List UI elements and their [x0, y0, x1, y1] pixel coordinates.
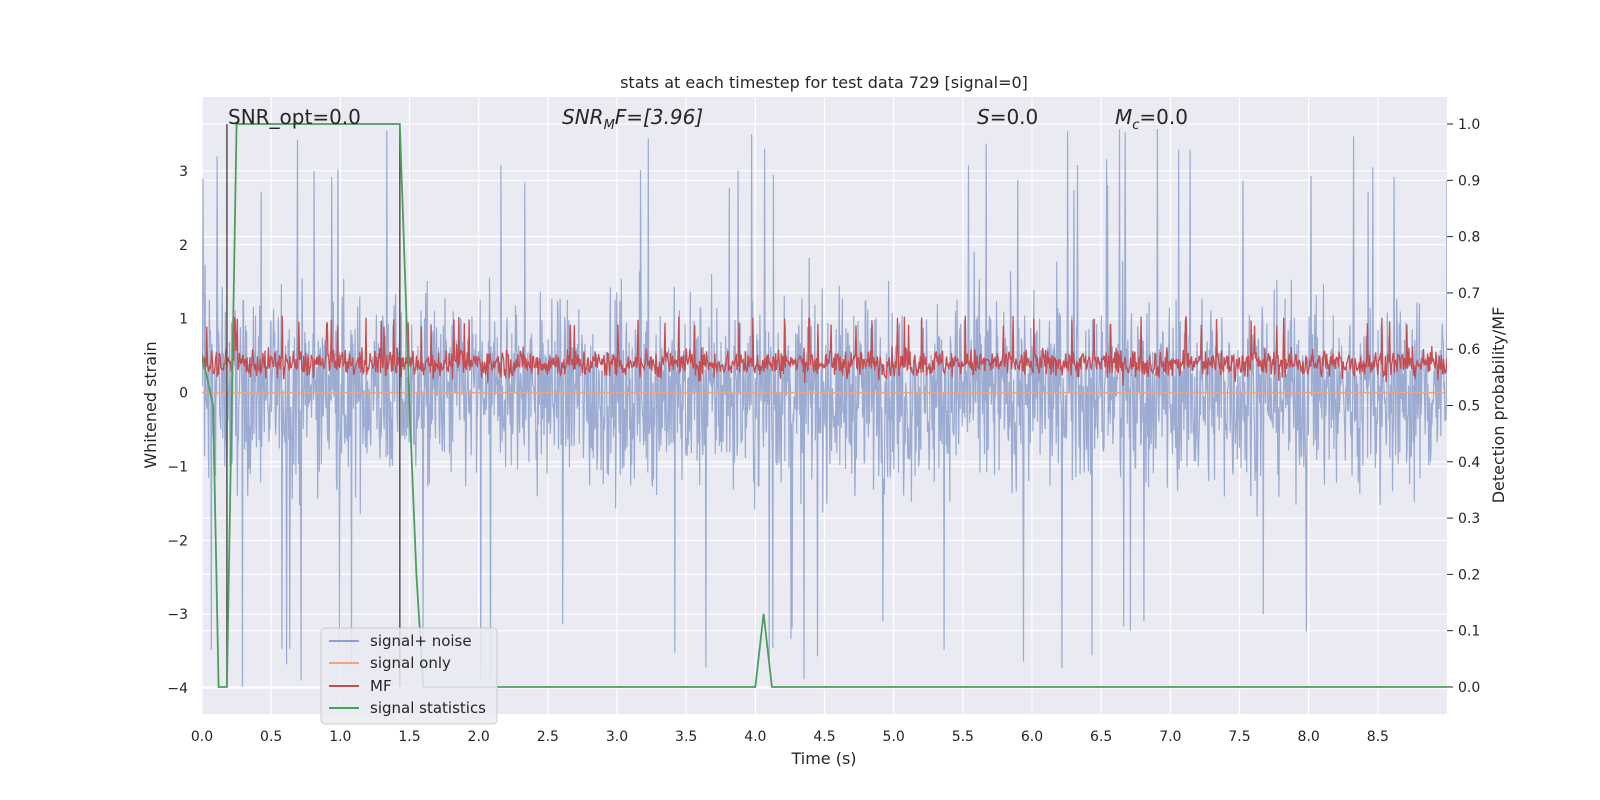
legend-item-signal-noise: signal+ noise	[329, 632, 472, 650]
y-left-tick-label: −2	[167, 533, 188, 549]
x-tick-label: 3.5	[675, 729, 697, 745]
chart-title: stats at each timestep for test data 729…	[620, 73, 1028, 92]
series-mf	[202, 315, 1447, 386]
x-tick-label: 2.0	[468, 729, 490, 745]
legend-item-mf: MF	[329, 677, 392, 695]
legend-item-signal-statistics: signal statistics	[329, 699, 486, 717]
y-right-tick-label: 0.5	[1458, 399, 1480, 415]
y-right-tick-label: 0.8	[1458, 230, 1480, 246]
annotation-snr-mf: SNRMF=[3.96]	[562, 105, 703, 133]
x-tick-label: 8.0	[1298, 729, 1320, 745]
y-right-tick-labels: 1.0 0.9 0.8 0.7 0.6 0.5 0.4 0.3 0.2 0.1 0.0	[1447, 117, 1480, 696]
x-tick-label: 5.0	[883, 729, 905, 745]
y-right-tick-label: 0.7	[1458, 286, 1480, 302]
legend-label: signal statistics	[370, 699, 486, 717]
x-axis-label: Time (s)	[790, 749, 856, 768]
y-right-tick-label: 0.1	[1458, 624, 1480, 640]
annotation-s: S=0.0	[977, 105, 1038, 129]
legend-label: MF	[370, 677, 392, 695]
y-right-tick-label: 0.9	[1458, 173, 1480, 189]
x-tick-label: 0.0	[191, 729, 213, 745]
x-tick-label: 7.5	[1228, 729, 1250, 745]
legend-label: signal only	[370, 654, 451, 672]
y-right-tick-label: 0.0	[1458, 680, 1480, 696]
x-tick-labels: 0.0 0.5 1.0 1.5 2.0 2.5 3.0 3.5 4.0 4.5 5.0 5.5 6.0 6…	[191, 729, 1389, 745]
legend-item-signal-only: signal only	[329, 654, 451, 672]
legend: signal+ noise signal only MF signal stat…	[320, 627, 498, 725]
y-left-tick-label: 2	[179, 238, 188, 254]
y-left-tick-label: −1	[167, 459, 188, 475]
x-tick-label: 6.5	[1090, 729, 1112, 745]
y-axis-label-left: Whitened strain	[141, 341, 160, 468]
x-tick-label: 7.0	[1159, 729, 1181, 745]
marker-lines	[226, 124, 401, 687]
x-tick-label: 6.0	[1021, 729, 1043, 745]
x-tick-label: 0.5	[260, 729, 282, 745]
y-left-tick-labels: 3 2 1 0 −1 −2 −3 −4	[167, 164, 188, 697]
y-right-tick-label: 1.0	[1458, 117, 1480, 133]
y-right-tick-label: 0.3	[1458, 511, 1480, 527]
x-tick-label: 8.5	[1367, 729, 1389, 745]
x-tick-label: 5.5	[952, 729, 974, 745]
series-signal-statistics	[202, 123, 1447, 688]
y-left-tick-label: 3	[179, 164, 188, 180]
x-tick-label: 2.5	[537, 729, 559, 745]
y-left-tick-label: −4	[167, 681, 188, 697]
legend-box	[320, 627, 498, 725]
x-tick-label: 1.0	[329, 729, 351, 745]
y-right-tick-label: 0.4	[1458, 455, 1480, 471]
x-tick-label: 4.5	[813, 729, 835, 745]
y-left-tick-label: 1	[179, 312, 188, 328]
y-right-tick-label: 0.2	[1458, 567, 1480, 583]
y-axis-label-right: Detection probability/MF	[1489, 307, 1508, 504]
y-left-tick-label: 0	[179, 386, 188, 402]
legend-label: signal+ noise	[370, 632, 472, 650]
x-tick-label: 1.5	[398, 729, 420, 745]
x-tick-label: 3.0	[606, 729, 628, 745]
annotation-mc: Mc=0.0	[1115, 105, 1188, 133]
y-left-tick-label: −3	[167, 607, 188, 623]
x-tick-label: 4.0	[744, 729, 766, 745]
annotation-snr-opt: SNR_opt=0.0	[228, 105, 361, 129]
y-right-tick-label: 0.6	[1458, 342, 1480, 358]
